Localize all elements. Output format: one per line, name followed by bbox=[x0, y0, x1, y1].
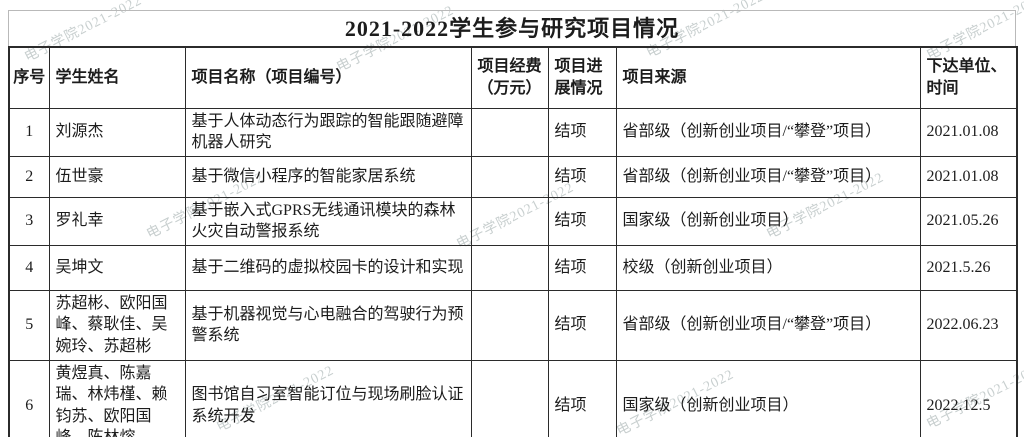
cell-funding bbox=[470, 196, 549, 246]
col-header-funding: 项目经费（万元） bbox=[470, 46, 549, 109]
cell-unit-time: 2021.01.08 bbox=[919, 155, 1018, 198]
cell-project: 图书馆自习室智能订位与现场刷脸认证系统开发 bbox=[184, 359, 472, 437]
cell-funding bbox=[470, 244, 549, 291]
projects-table: 序号 学生姓名 项目名称（项目编号） 项目经费（万元） 项目进展情况 项目来源 … bbox=[8, 46, 1018, 437]
cell-project: 基于二维码的虚拟校园卡的设计和实现 bbox=[184, 244, 472, 291]
cell-source: 省部级（创新创业项目/“攀登”项目） bbox=[615, 289, 921, 361]
cell-funding bbox=[470, 107, 549, 157]
col-header-project: 项目名称（项目编号） bbox=[184, 46, 472, 109]
cell-funding bbox=[470, 155, 549, 198]
cell-students: 刘源杰 bbox=[48, 107, 186, 157]
cell-project: 基于机器视觉与心电融合的驾驶行为预警系统 bbox=[184, 289, 472, 361]
col-header-progress: 项目进展情况 bbox=[547, 46, 617, 109]
table-row: 2 伍世豪 基于微信小程序的智能家居系统 结项 省部级（创新创业项目/“攀登”项… bbox=[8, 155, 1018, 198]
page-title: 2021-2022学生参与研究项目情况 bbox=[8, 10, 1016, 46]
cell-students: 伍世豪 bbox=[48, 155, 186, 198]
col-header-students: 学生姓名 bbox=[48, 46, 186, 109]
cell-project: 基于微信小程序的智能家居系统 bbox=[184, 155, 472, 198]
cell-students: 罗礼幸 bbox=[48, 196, 186, 246]
cell-unit-time: 2021.5.26 bbox=[919, 244, 1018, 291]
cell-no: 3 bbox=[8, 196, 50, 246]
cell-progress: 结项 bbox=[547, 107, 617, 157]
cell-students: 吴坤文 bbox=[48, 244, 186, 291]
table-row: 1 刘源杰 基于人体动态行为跟踪的智能跟随避障机器人研究 结项 省部级（创新创业… bbox=[8, 107, 1018, 157]
cell-source: 国家级（创新创业项目） bbox=[615, 359, 921, 437]
cell-progress: 结项 bbox=[547, 289, 617, 361]
cell-progress: 结项 bbox=[547, 155, 617, 198]
cell-source: 省部级（创新创业项目/“攀登”项目） bbox=[615, 155, 921, 198]
cell-project: 基于人体动态行为跟踪的智能跟随避障机器人研究 bbox=[184, 107, 472, 157]
cell-unit-time: 2022.12.5 bbox=[919, 359, 1018, 437]
cell-students: 黄煜真、陈嘉瑞、林炜槿、赖钧苏、欧阳国峰、陈林熔 bbox=[48, 359, 186, 437]
cell-no: 1 bbox=[8, 107, 50, 157]
cell-source: 国家级（创新创业项目） bbox=[615, 196, 921, 246]
table-row: 3 罗礼幸 基于嵌入式GPRS无线通讯模块的森林火灾自动警报系统 结项 国家级（… bbox=[8, 196, 1018, 246]
cell-unit-time: 2021.01.08 bbox=[919, 107, 1018, 157]
table-row: 6 黄煜真、陈嘉瑞、林炜槿、赖钧苏、欧阳国峰、陈林熔 图书馆自习室智能订位与现场… bbox=[8, 359, 1018, 437]
table-header: 序号 学生姓名 项目名称（项目编号） 项目经费（万元） 项目进展情况 项目来源 … bbox=[8, 46, 1018, 109]
cell-funding bbox=[470, 359, 549, 437]
cell-source: 校级（创新创业项目） bbox=[615, 244, 921, 291]
cell-unit-time: 2022.06.23 bbox=[919, 289, 1018, 361]
cell-progress: 结项 bbox=[547, 359, 617, 437]
cell-progress: 结项 bbox=[547, 196, 617, 246]
table-body: 1 刘源杰 基于人体动态行为跟踪的智能跟随避障机器人研究 结项 省部级（创新创业… bbox=[8, 107, 1018, 437]
table-row: 5 苏超彬、欧阳国峰、蔡耿佳、吴婉玲、苏超彬 基于机器视觉与心电融合的驾驶行为预… bbox=[8, 289, 1018, 361]
cell-progress: 结项 bbox=[547, 244, 617, 291]
cell-no: 4 bbox=[8, 244, 50, 291]
cell-no: 6 bbox=[8, 359, 50, 437]
cell-no: 2 bbox=[8, 155, 50, 198]
col-header-unit-time: 下达单位、时间 bbox=[919, 46, 1018, 109]
cell-project: 基于嵌入式GPRS无线通讯模块的森林火灾自动警报系统 bbox=[184, 196, 472, 246]
cell-source: 省部级（创新创业项目/“攀登”项目） bbox=[615, 107, 921, 157]
cell-no: 5 bbox=[8, 289, 50, 361]
header-row: 序号 学生姓名 项目名称（项目编号） 项目经费（万元） 项目进展情况 项目来源 … bbox=[8, 46, 1018, 109]
col-header-source: 项目来源 bbox=[615, 46, 921, 109]
cell-funding bbox=[470, 289, 549, 361]
cell-students: 苏超彬、欧阳国峰、蔡耿佳、吴婉玲、苏超彬 bbox=[48, 289, 186, 361]
cell-unit-time: 2021.05.26 bbox=[919, 196, 1018, 246]
table-row: 4 吴坤文 基于二维码的虚拟校园卡的设计和实现 结项 校级（创新创业项目） 20… bbox=[8, 244, 1018, 291]
col-header-no: 序号 bbox=[8, 46, 50, 109]
